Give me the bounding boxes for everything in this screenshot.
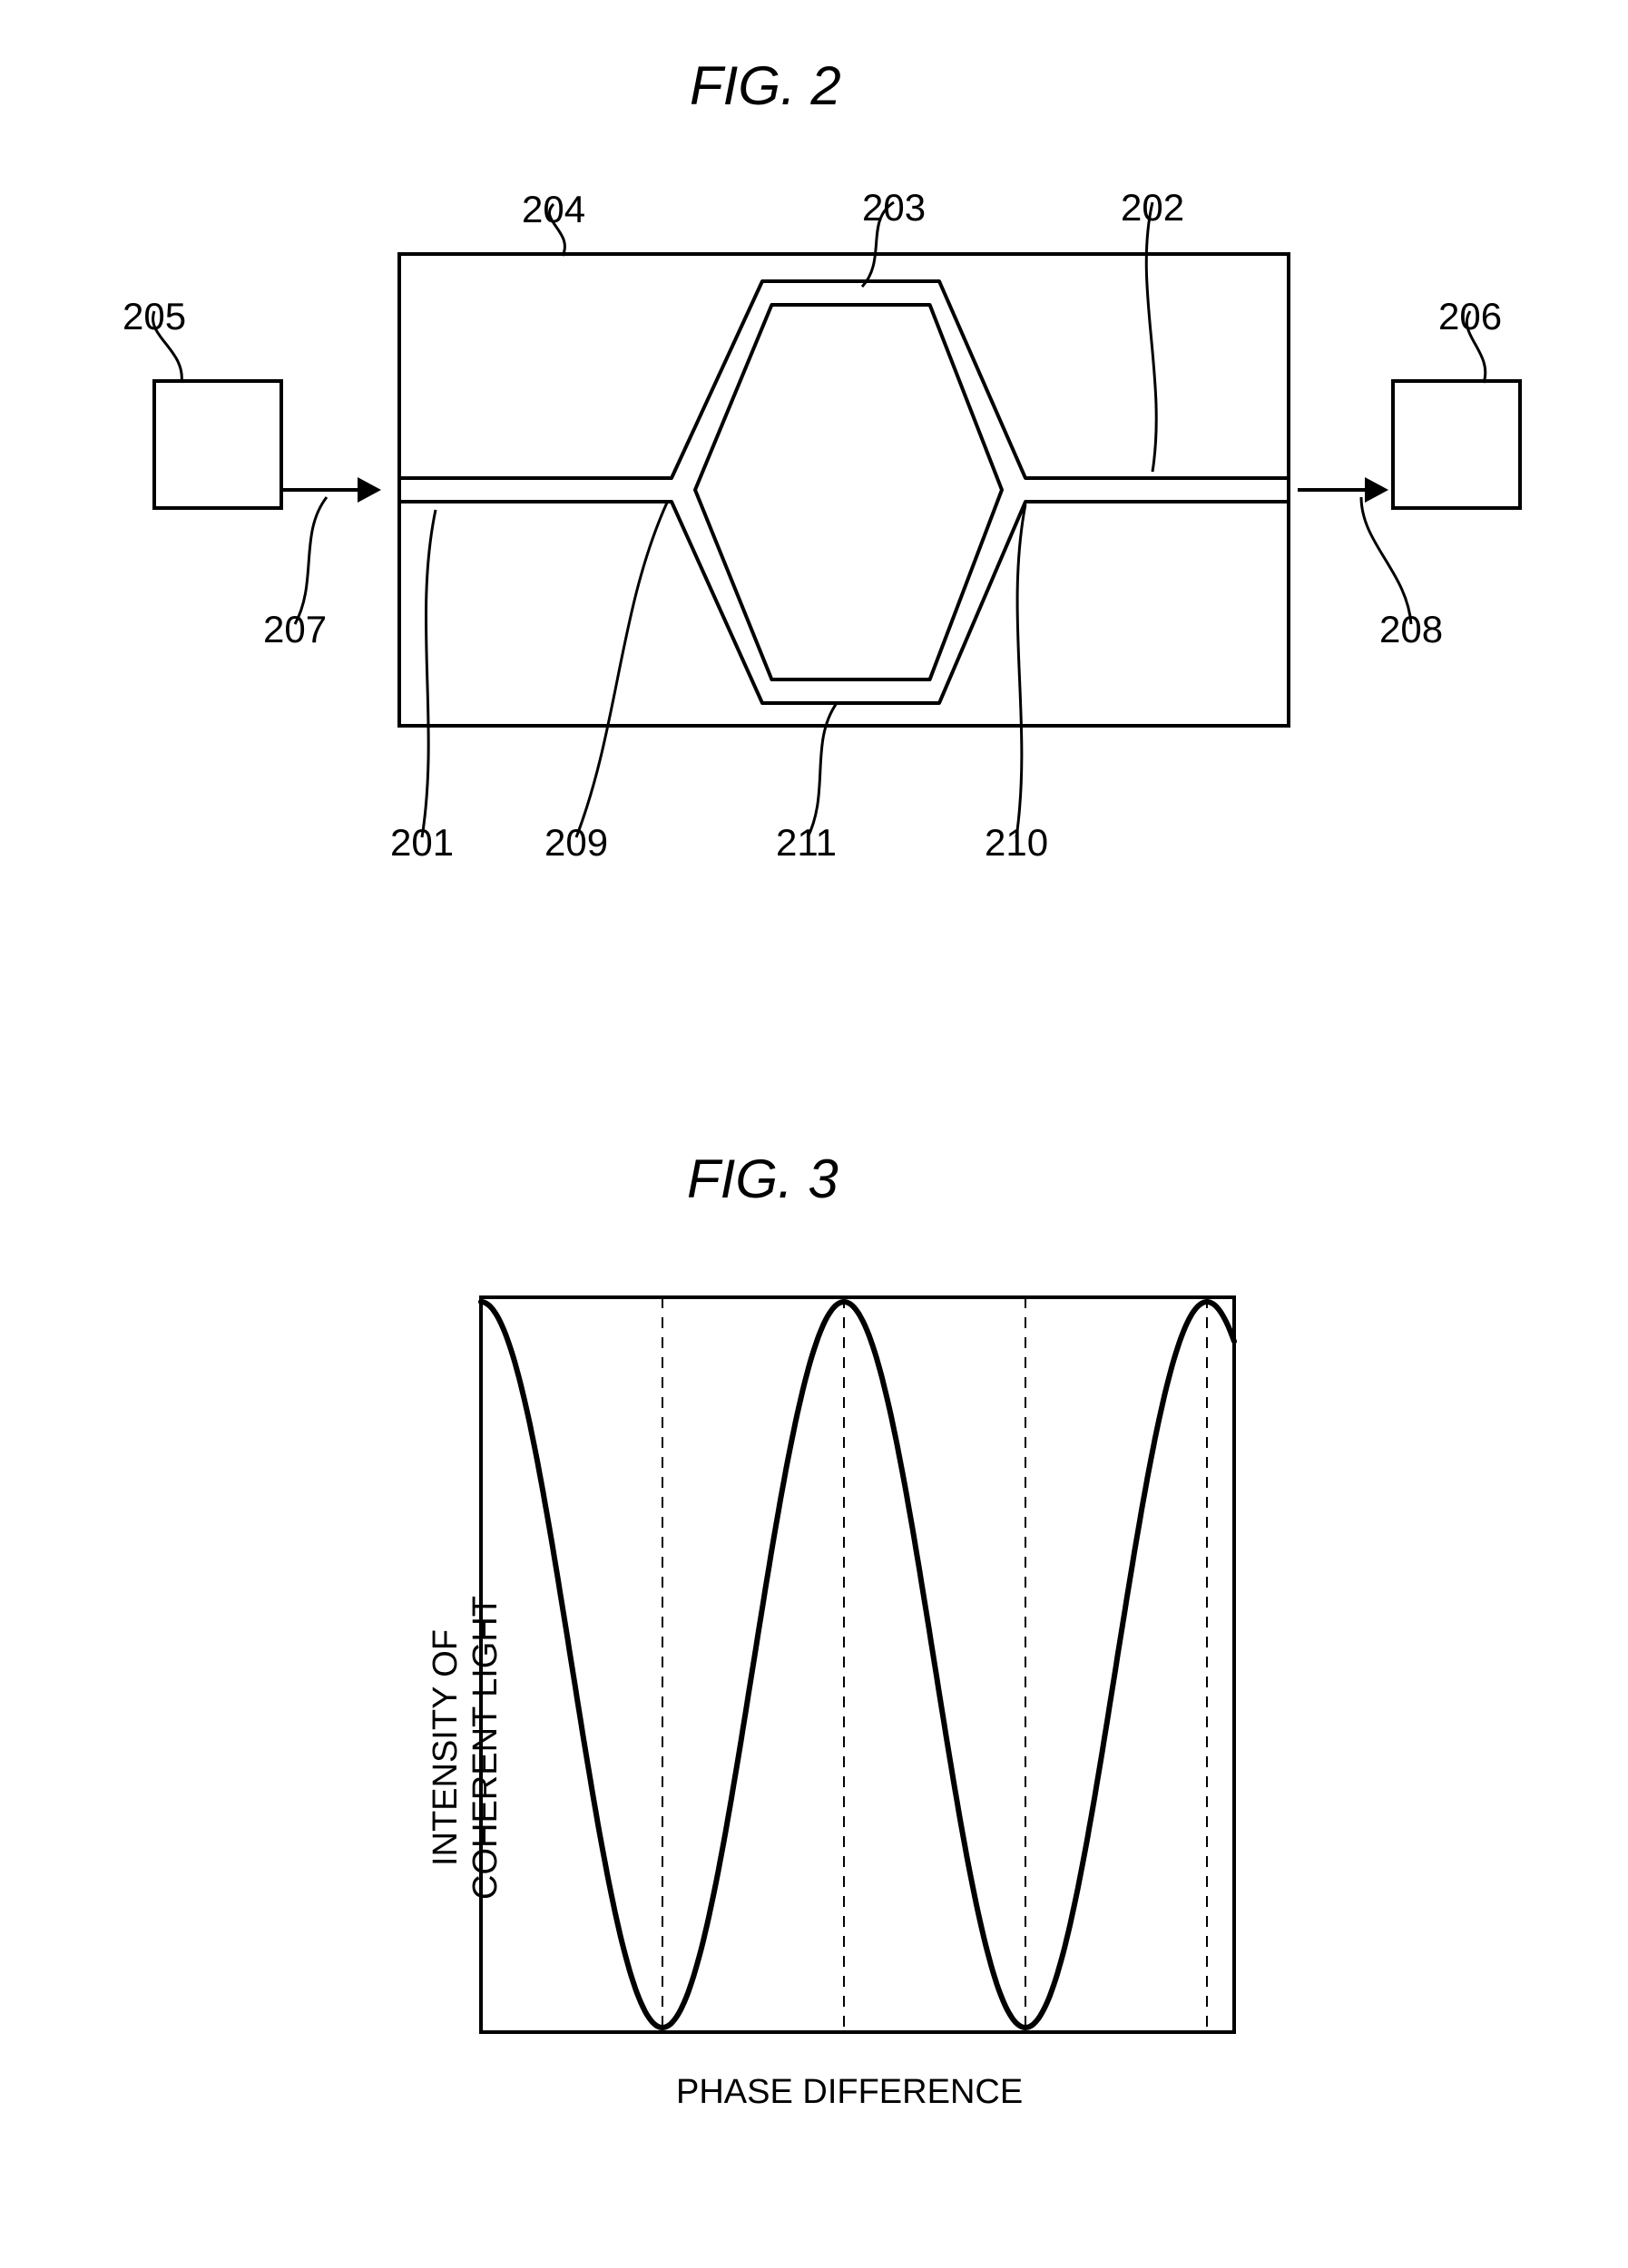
- fig2-ref-210: 210: [985, 821, 1048, 865]
- fig2-ref-203: 203: [862, 186, 926, 230]
- fig2-ref-205: 205: [123, 295, 186, 338]
- fig3-xlabel: PHASE DIFFERENCE: [676, 2073, 1023, 2112]
- fig2-ref-206: 206: [1438, 295, 1502, 338]
- fig3-title: FIG. 3: [687, 1148, 839, 1210]
- fig3-ylabel: INTENSITY OFCOHERENT LIGHT: [427, 1596, 505, 1900]
- fig2-ref-207: 207: [263, 608, 327, 651]
- fig2-diagram: [0, 0, 1628, 953]
- fig2-ref-202: 202: [1121, 186, 1184, 230]
- fig2-ref-211: 211: [776, 821, 837, 865]
- fig3-chart: [0, 1270, 1628, 2268]
- fig2-ref-208: 208: [1379, 608, 1443, 651]
- fig2-ref-201: 201: [390, 821, 454, 865]
- fig2-ref-209: 209: [544, 821, 608, 865]
- fig2-ref-204: 204: [522, 188, 585, 231]
- fig3-ylabel-line1: INTENSITY OF: [427, 1629, 465, 1866]
- fig3-ylabel-line2: COHERENT LIGHT: [466, 1596, 505, 1900]
